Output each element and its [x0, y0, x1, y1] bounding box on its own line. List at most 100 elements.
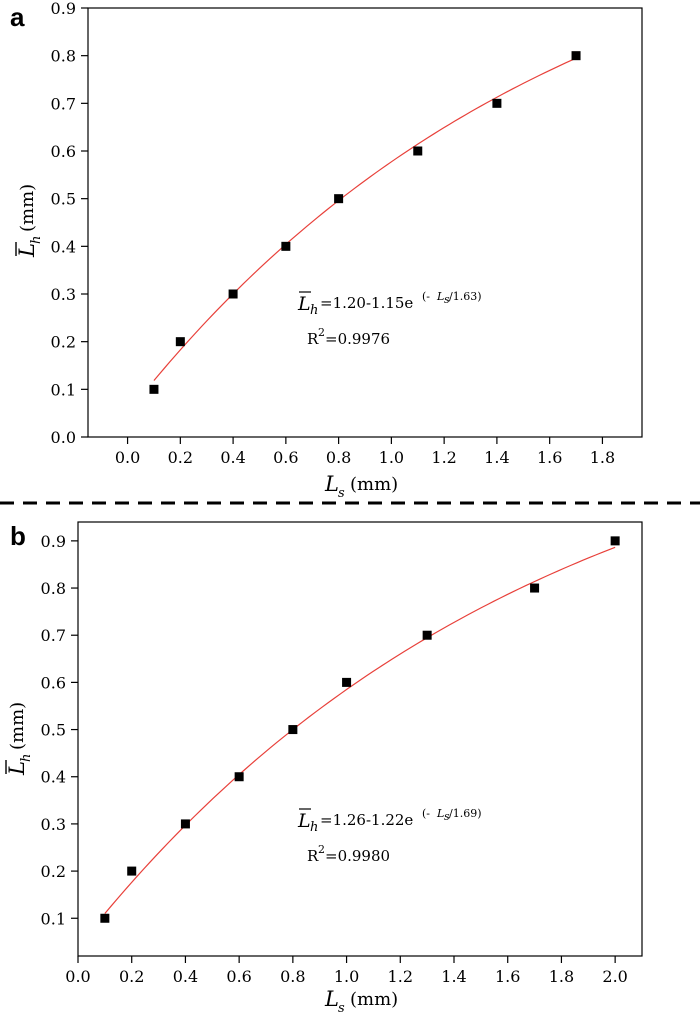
panel-b-y-label-symbol: L	[5, 761, 29, 776]
panel-b-eq-exp-open: (-	[422, 807, 430, 820]
panel-b-data-point	[422, 630, 432, 640]
panel-a-data-point	[492, 98, 502, 108]
panel-b-eq-exp-sub: s	[444, 810, 450, 823]
panel-a-eq-exp-symbol: L	[436, 290, 444, 303]
panel-b-y-tick-label: 0.7	[41, 626, 66, 645]
panel-b-x-tick-label: 0.0	[65, 967, 90, 986]
panel-b-y-tick-label: 0.5	[41, 721, 66, 740]
panel-b-x-tick-label: 1.6	[495, 967, 520, 986]
panel-b-eq-symbol: L	[297, 810, 311, 832]
panel-a-data-point	[571, 51, 581, 61]
panel-a-data-points	[149, 51, 581, 394]
panel-a-y-tick-label: 0.2	[51, 333, 76, 352]
panel-b: b 0.0 0.2 0.4 0.6 0.8 1.0 1.2 1.4 1.6 1.8 2.0 0.10…	[5, 521, 643, 1014]
panel-a-y-tick-label: 0.3	[51, 285, 76, 304]
panel-b-data-point	[342, 677, 352, 687]
panel-b-y-label-unit: (mm)	[7, 702, 28, 750]
panel-a-x-axis-label: L s (mm)	[324, 472, 398, 501]
panel-a-data-point	[228, 289, 238, 299]
panel-a-y-tick-label: 0.8	[51, 47, 76, 66]
panel-b-x-tick-label: 0.8	[280, 967, 305, 986]
panel-a-x-label-symbol: L	[324, 472, 339, 496]
panel-b-r2-sup: 2	[318, 843, 325, 856]
panel-b-y-tick-label: 0.3	[41, 815, 66, 834]
panel-b-eq-sub: h	[310, 820, 318, 835]
panel-b-x-label-sub: s	[338, 1001, 345, 1014]
panel-a-x-tick-label: 0.8	[326, 448, 351, 467]
panel-a-data-point	[281, 241, 291, 251]
panel-a-x-ticks: 0.0 0.2 0.4 0.6 0.8 1.0 1.2 1.4 1.6 1.8	[115, 437, 615, 467]
panel-a-x-label-sub: s	[338, 486, 345, 501]
panel-a-eq-symbol: L	[297, 293, 311, 315]
panel-b-eq-exp-symbol: L	[436, 807, 444, 820]
panel-b-data-point	[288, 725, 298, 735]
panel-b-x-tick-label: 0.4	[173, 967, 198, 986]
panel-b-x-tick-label: 1.0	[334, 967, 359, 986]
panel-b-y-tick-label: 0.4	[41, 768, 66, 787]
panel-b-x-ticks: 0.0 0.2 0.4 0.6 0.8 1.0 1.2 1.4 1.6 1.8 2.0	[65, 956, 628, 986]
panel-b-data-point	[530, 583, 540, 593]
panel-b-y-tick-label: 0.9	[41, 532, 66, 551]
panel-b-r2-value: =0.9980	[325, 847, 390, 865]
panel-a-y-axis-label: L h (mm)	[15, 184, 44, 258]
panel-b-data-point	[100, 913, 110, 923]
panel-a-eq-body: =1.20-1.15e	[320, 294, 413, 312]
panel-b-eq-exp-close: /1.69)	[449, 807, 482, 820]
panel-a-y-label-sub: h	[29, 236, 44, 244]
panel-a-y-tick-label: 0.4	[51, 237, 76, 256]
panel-a-x-label-unit: (mm)	[350, 474, 398, 495]
panel-a-y-ticks: 0.0 0.1 0.2 0.3 0.4 0.5 0.6 0.7 0.8 0.9	[51, 0, 88, 447]
panel-a-equation: L h =1.20-1.15e (- L s /1.63)	[297, 290, 482, 318]
panel-a-y-tick-label: 0.5	[51, 190, 76, 209]
panel-a-x-tick-label: 0.0	[115, 448, 140, 467]
panel-a-letter: a	[10, 2, 25, 32]
panel-a-data-point	[413, 146, 423, 156]
panel-a-data-point	[149, 384, 159, 394]
panel-b-data-point	[610, 536, 620, 546]
panel-a-x-tick-label: 1.4	[484, 448, 509, 467]
panel-a-y-tick-label: 0.0	[51, 428, 76, 447]
panel-b-y-ticks: 0.1 0.2 0.3 0.4 0.5 0.6 0.7 0.8 0.9	[41, 532, 78, 928]
panel-b-x-tick-label: 0.6	[226, 967, 251, 986]
panel-b-x-tick-label: 1.2	[388, 967, 413, 986]
panel-b-y-tick-label: 0.6	[41, 673, 66, 692]
panel-a-y-tick-label: 0.7	[51, 94, 76, 113]
panel-a-x-tick-label: 0.4	[220, 448, 245, 467]
panel-a-x-tick-label: 1.2	[431, 448, 456, 467]
panel-a-r2-base: R	[307, 330, 319, 348]
panel-b-equation: L h =1.26-1.22e (- L s /1.69)	[297, 807, 482, 835]
panel-a-eq-exp-open: (-	[422, 290, 430, 303]
panel-b-plot-frame	[77, 521, 643, 957]
panel-b-y-tick-label: 0.8	[41, 579, 66, 598]
panel-a-r2-sup: 2	[318, 326, 325, 339]
panel-a-y-tick-label: 0.6	[51, 142, 76, 161]
panel-a-y-label-unit: (mm)	[17, 184, 38, 232]
panel-b-data-point	[127, 866, 137, 876]
panel-b-data-point	[234, 772, 244, 782]
panel-b-y-axis-label: L h (mm)	[5, 702, 34, 776]
panel-a-x-tick-label: 0.2	[168, 448, 193, 467]
panel-b-x-tick-label: 0.2	[119, 967, 144, 986]
panel-b-x-axis-label: L s (mm)	[324, 987, 398, 1014]
panel-a-data-point	[334, 194, 344, 204]
panel-b-r2: R 2 =0.9980	[307, 843, 390, 865]
panel-a-fit-curve	[153, 57, 577, 381]
panel-a-x-tick-label: 1.0	[379, 448, 404, 467]
panel-a-data-point	[175, 337, 185, 347]
panel-a-x-tick-label: 1.8	[590, 448, 615, 467]
panel-b-letter: b	[10, 521, 26, 551]
panel-a: a 0.0 0.2 0.4 0.6 0.8 1.0 1.2 1.4 1.6 1.8 0.00.10…	[10, 0, 643, 501]
panel-a-y-tick-label: 0.1	[51, 380, 76, 399]
panel-b-x-tick-label: 1.4	[441, 967, 466, 986]
panel-b-y-tick-label: 0.2	[41, 862, 66, 881]
panel-b-x-tick-label: 2.0	[602, 967, 627, 986]
panel-a-r2: R 2 =0.9976	[307, 326, 390, 348]
panel-b-eq-body: =1.26-1.22e	[320, 811, 413, 829]
panel-b-x-label-symbol: L	[324, 987, 339, 1011]
panel-a-x-tick-label: 0.6	[273, 448, 298, 467]
panel-a-y-tick-label: 0.9	[51, 0, 76, 18]
panel-a-eq-exp-sub: s	[444, 293, 450, 306]
panel-a-eq-sub: h	[310, 303, 318, 318]
panel-b-y-label-sub: h	[19, 754, 34, 762]
